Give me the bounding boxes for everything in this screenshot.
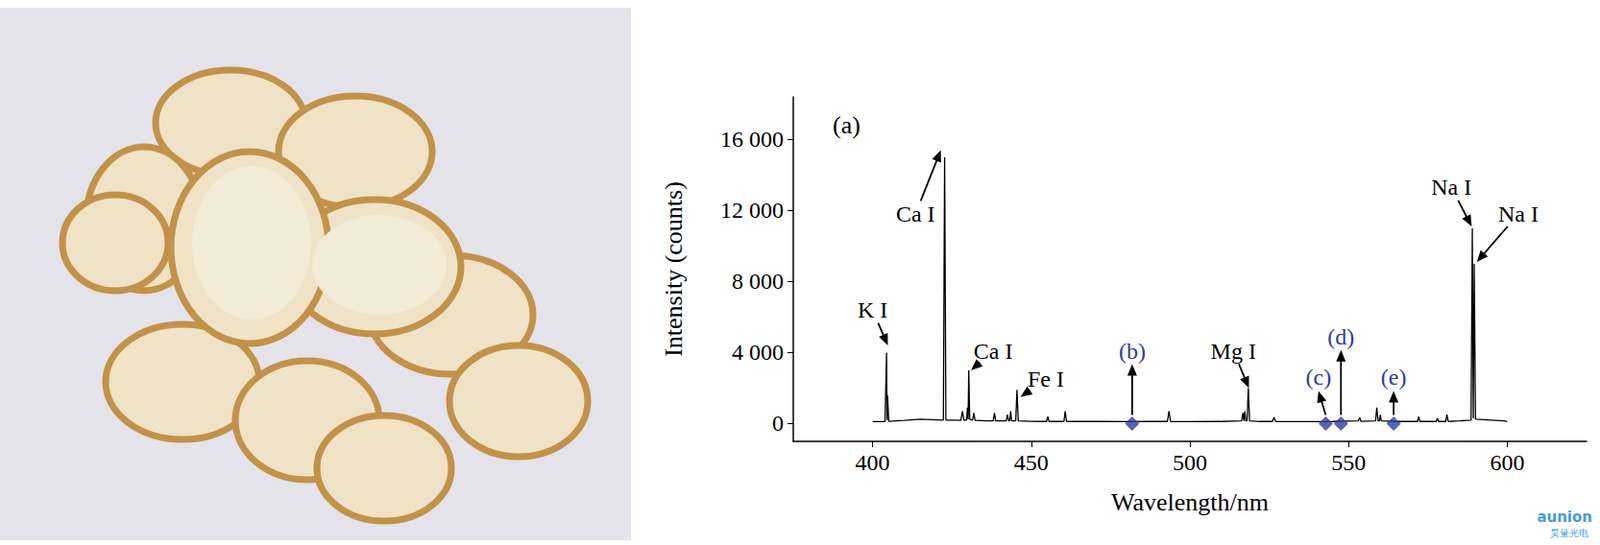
- svg-text:aunion: aunion: [1536, 509, 1593, 527]
- svg-text:(d): (d): [1327, 324, 1355, 350]
- svg-text:昊量光电: 昊量光电: [1550, 528, 1589, 539]
- svg-text:(b): (b): [1118, 339, 1146, 364]
- svg-text:4 000: 4 000: [731, 339, 784, 365]
- svg-text:Ca I: Ca I: [973, 339, 1014, 364]
- svg-text:(e): (e): [1381, 364, 1407, 390]
- svg-text:(a): (a): [832, 111, 861, 140]
- svg-text:K I: K I: [857, 297, 888, 323]
- svg-text:0: 0: [772, 411, 784, 437]
- svg-text:Intensity (counts): Intensity (counts): [659, 181, 688, 358]
- svg-text:600: 600: [1489, 450, 1525, 476]
- svg-text:8 000: 8 000: [731, 268, 784, 294]
- svg-text:550: 550: [1331, 450, 1366, 476]
- svg-text:500: 500: [1172, 450, 1208, 476]
- svg-text:400: 400: [855, 450, 891, 476]
- svg-text:Wavelength/nm: Wavelength/nm: [1111, 488, 1269, 517]
- svg-text:Fe I: Fe I: [1027, 366, 1065, 392]
- svg-text:Ca I: Ca I: [896, 201, 936, 227]
- svg-text:16 000: 16 000: [720, 126, 784, 152]
- svg-text:450: 450: [1014, 450, 1049, 476]
- svg-text:Mg I: Mg I: [1211, 339, 1257, 364]
- svg-text:Na I: Na I: [1498, 201, 1539, 227]
- svg-text:(c): (c): [1305, 364, 1332, 390]
- svg-text:12 000: 12 000: [720, 197, 784, 223]
- svg-text:Na I: Na I: [1430, 174, 1472, 200]
